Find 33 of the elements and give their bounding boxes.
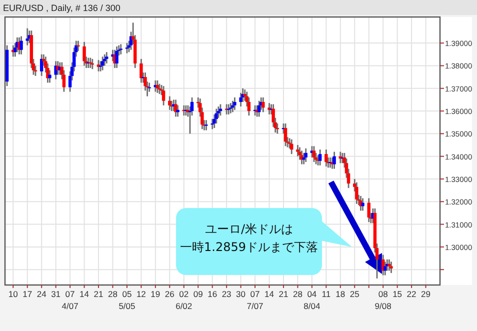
annotation: 一時1.2859ドルまで下落 [180, 240, 318, 254]
x-tick-label: 21 [94, 289, 104, 299]
x-tick-label: 14 [264, 289, 274, 299]
chart-title: EUR/USD , Daily, # 136 / 300 [3, 3, 120, 13]
x-tick-label: 09 [193, 289, 204, 299]
x-tick-label: 14 [80, 289, 90, 299]
x-tick-label: 08 9/08 [374, 289, 392, 311]
x-tick-label: 23 [222, 289, 232, 299]
callout: ユーロ/米ドルは 一時1.2859ドルまで下落 [176, 208, 352, 275]
x-tick-label: 30 [236, 289, 246, 299]
x-tick-label: 15 [392, 289, 402, 299]
annotation: ユーロ/米ドルは [204, 222, 294, 236]
x-tick-label: 26 [164, 289, 175, 299]
x-tick-label: 05 5/05 [118, 289, 136, 311]
x-tick-label: 25 [350, 289, 360, 299]
x-tick-label: 07 4/07 [62, 289, 79, 311]
x-tick-label: 29 [421, 289, 431, 299]
x-tick-label: 07 7/07 [246, 289, 264, 311]
x-tick-label: 21 [278, 289, 288, 299]
x-tick-label: 28 [292, 289, 303, 299]
x-tick-label: 04 8/04 [304, 289, 320, 311]
x-tick-label: 22 [406, 289, 417, 299]
x-tick-label: 18 [336, 289, 346, 299]
x-tick-label: 19 [150, 289, 160, 299]
x-tick-label: 12 [136, 289, 146, 299]
x-tick-label: 31 [51, 289, 61, 299]
x-tick-label: 24 [36, 289, 47, 299]
x-tick-label: 02 6/02 [176, 289, 192, 311]
x-tick-label: 10 [8, 289, 18, 299]
x-tick-label: 17 [22, 289, 32, 299]
x-tick-label: 28 [108, 289, 118, 299]
x-tick-label: 16 [208, 289, 218, 299]
x-tick-label: 11 [322, 289, 331, 299]
